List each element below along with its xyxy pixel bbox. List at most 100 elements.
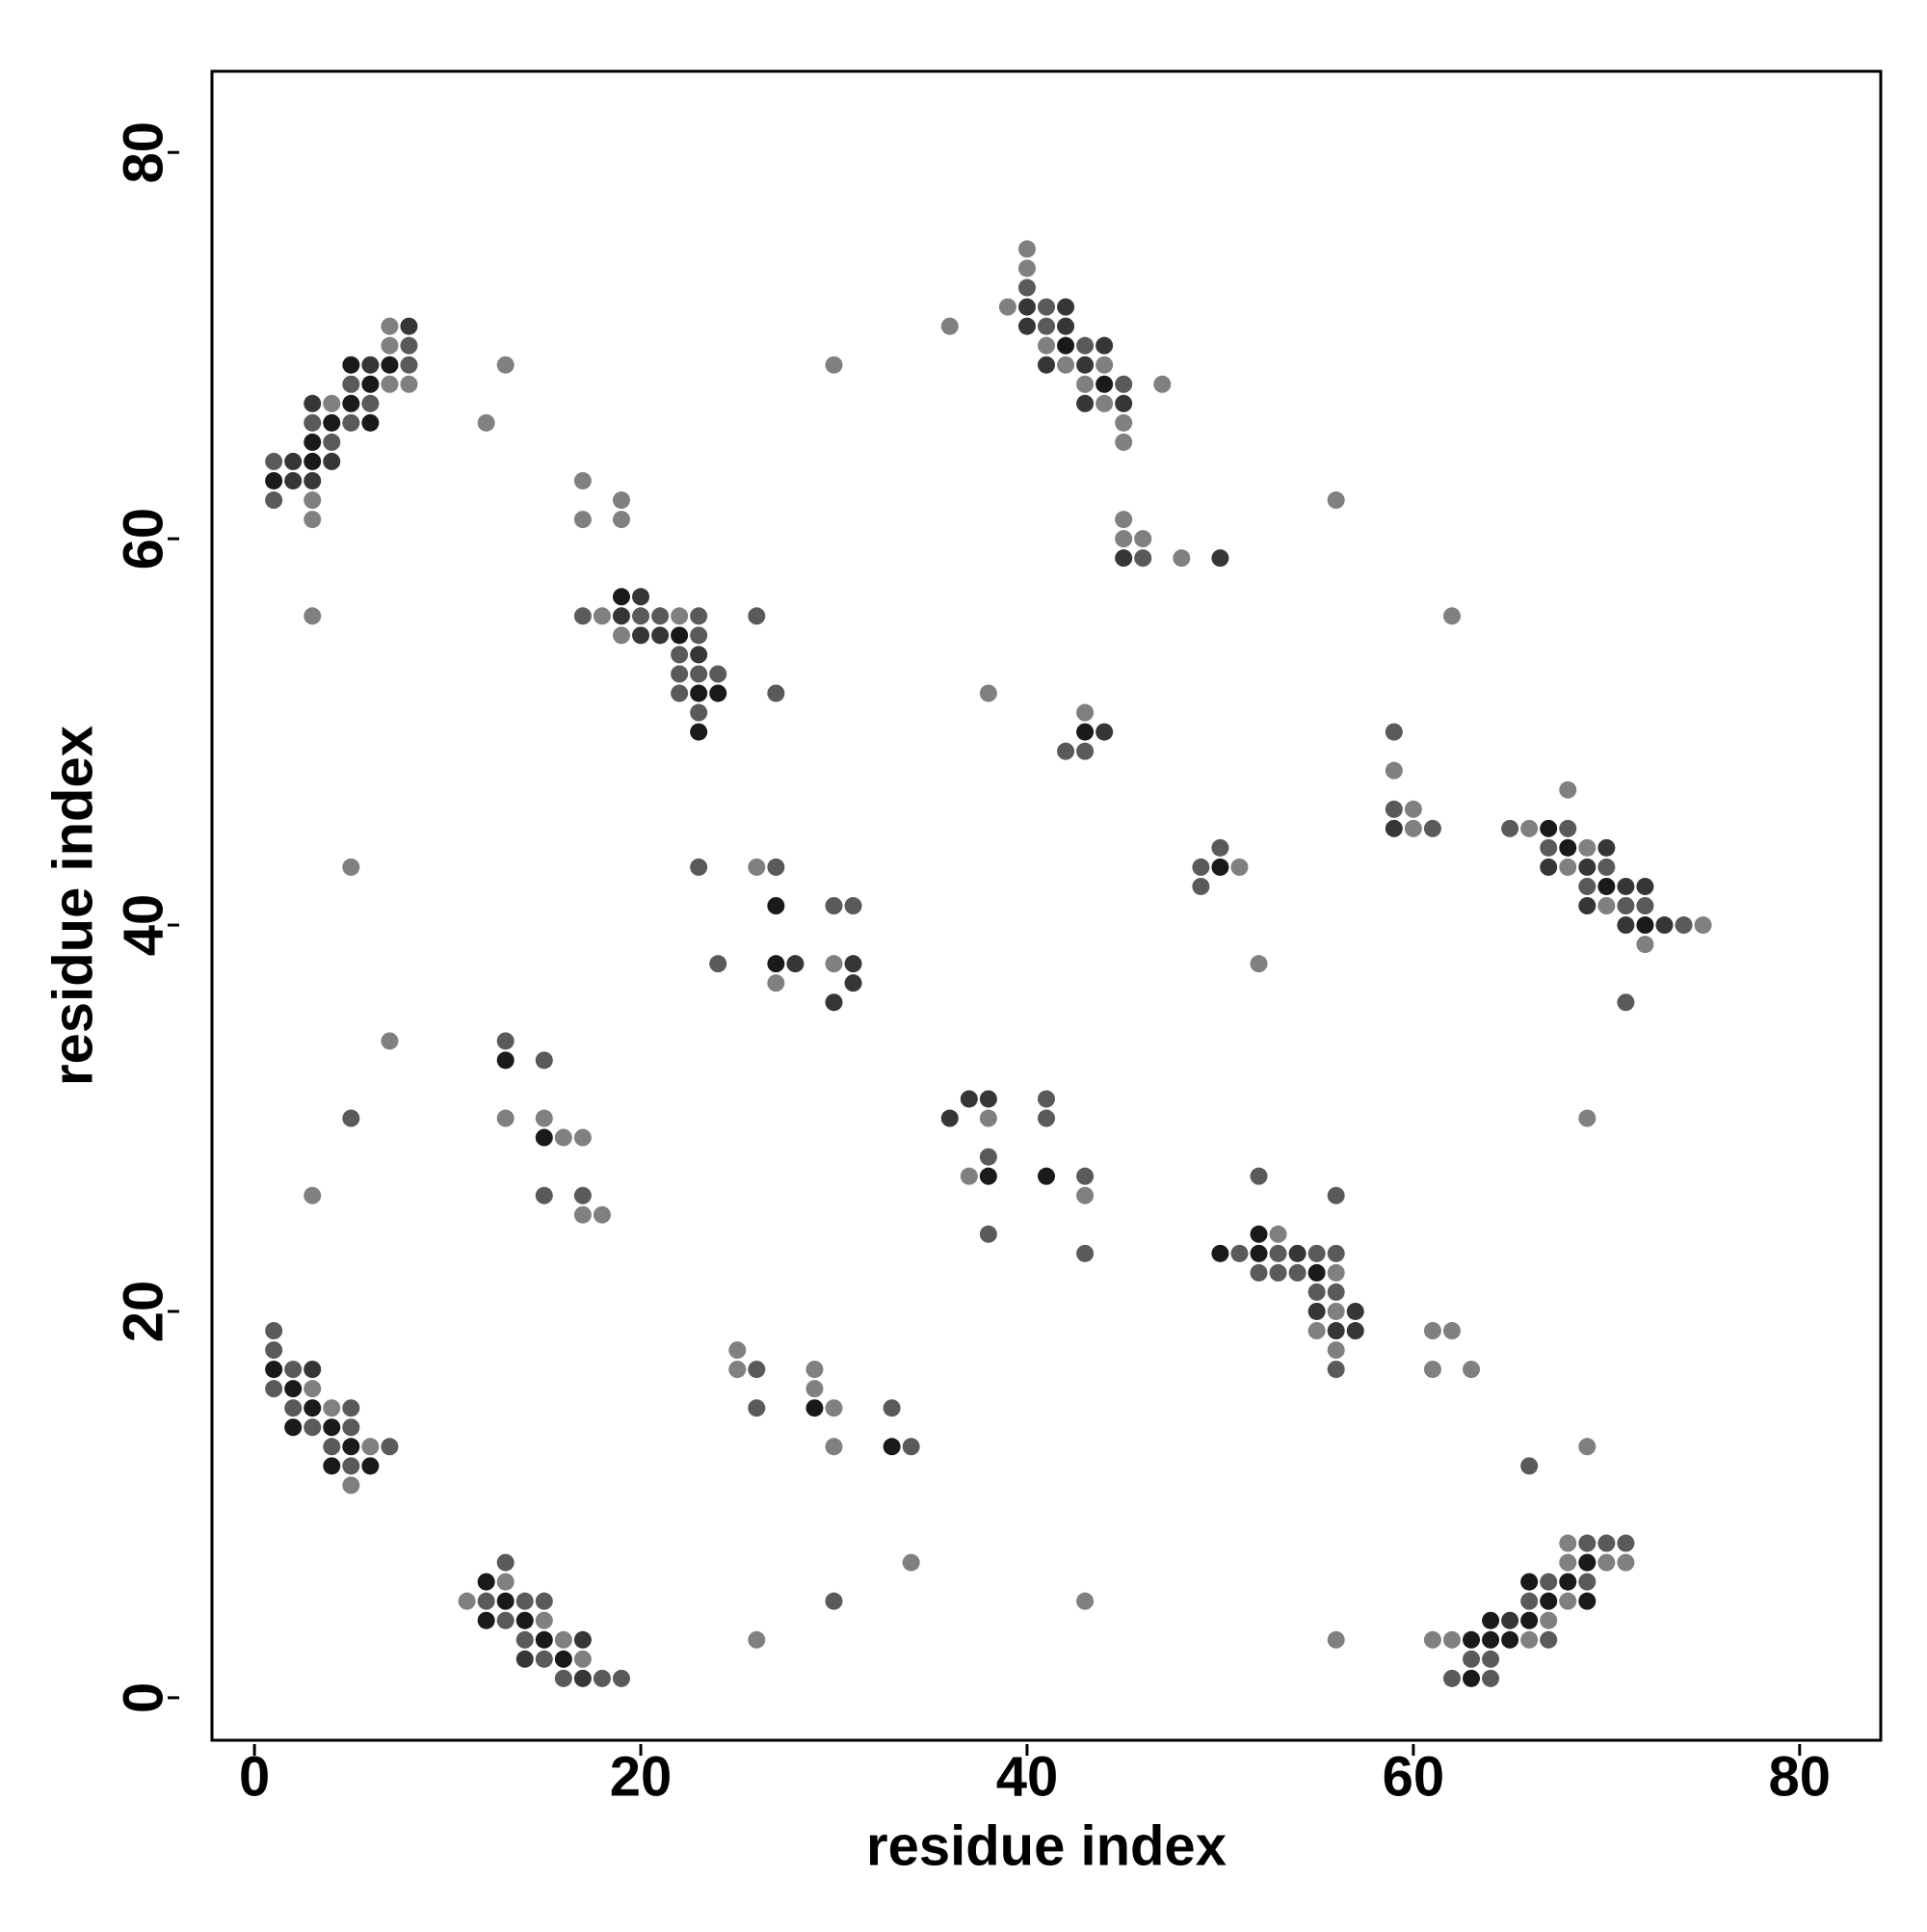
point [844, 897, 862, 914]
point [998, 298, 1016, 316]
point [690, 684, 708, 702]
point [1211, 838, 1229, 857]
y-tick-label: 0 [112, 1682, 174, 1713]
point [612, 511, 630, 529]
point [1038, 1167, 1055, 1185]
point [1076, 723, 1095, 741]
point [671, 684, 689, 702]
point [748, 1361, 766, 1379]
point [1250, 1167, 1268, 1185]
point [883, 1399, 901, 1417]
point [1636, 916, 1654, 935]
point [304, 394, 322, 412]
point [323, 1457, 341, 1475]
point [1578, 1592, 1597, 1610]
point [1559, 1534, 1577, 1552]
point [342, 1457, 360, 1475]
point [1540, 1611, 1558, 1629]
point [593, 607, 611, 625]
point [632, 607, 650, 625]
point [805, 1361, 824, 1379]
point [342, 356, 360, 374]
point [1095, 336, 1114, 355]
point [1540, 838, 1558, 857]
point [323, 433, 341, 451]
point [304, 1399, 322, 1417]
point [1597, 858, 1616, 876]
point [1288, 1263, 1307, 1282]
point [477, 1592, 495, 1610]
point [767, 858, 785, 876]
point [1442, 607, 1461, 625]
point [1385, 761, 1403, 780]
point [1269, 1263, 1287, 1282]
point [1017, 240, 1036, 258]
point [940, 317, 959, 335]
point [612, 588, 630, 606]
point [323, 1438, 341, 1456]
point [1038, 298, 1055, 316]
point [342, 858, 360, 876]
point [342, 1399, 360, 1417]
point [1482, 1650, 1500, 1668]
point [515, 1630, 534, 1649]
point [979, 1090, 997, 1108]
point [265, 1380, 283, 1398]
point [1095, 375, 1114, 393]
point [1578, 877, 1597, 895]
point [960, 1167, 978, 1185]
point [1617, 897, 1635, 914]
point [1501, 819, 1519, 837]
point [1017, 298, 1036, 316]
point [342, 394, 360, 412]
point [748, 607, 766, 625]
point [1617, 877, 1635, 895]
point [554, 1669, 572, 1687]
point [1076, 356, 1095, 374]
point [1076, 1167, 1095, 1185]
point [342, 1109, 360, 1127]
point [361, 1457, 380, 1475]
point [1423, 1322, 1441, 1340]
point [1327, 1341, 1345, 1360]
point [632, 588, 650, 606]
point [1115, 394, 1133, 412]
point [690, 646, 708, 664]
point [535, 1592, 553, 1610]
point [612, 491, 630, 510]
point [496, 356, 515, 374]
point [1115, 530, 1133, 548]
point [1134, 549, 1152, 568]
point [728, 1361, 747, 1379]
point [1076, 1592, 1095, 1610]
point [1578, 1553, 1597, 1572]
point [554, 1630, 572, 1649]
point [979, 1148, 997, 1166]
point [1597, 838, 1616, 857]
point [1385, 723, 1403, 741]
point [1520, 1457, 1539, 1475]
x-tick-label: 20 [610, 1745, 673, 1808]
point [1617, 993, 1635, 1012]
point [554, 1650, 572, 1668]
point [1076, 703, 1095, 722]
point [1559, 819, 1577, 837]
point [381, 1438, 399, 1456]
x-tick-label: 60 [1383, 1745, 1445, 1808]
point [612, 1669, 630, 1687]
point [1211, 1244, 1229, 1262]
point [573, 607, 592, 625]
point [1038, 1109, 1055, 1127]
point [728, 1341, 747, 1360]
point [1540, 1630, 1558, 1649]
point [1327, 1186, 1345, 1204]
point [1095, 394, 1114, 412]
point [767, 974, 785, 992]
point [1057, 356, 1075, 374]
point [1327, 1322, 1345, 1340]
point [1038, 1090, 1055, 1108]
point [1540, 858, 1558, 876]
point [825, 993, 843, 1012]
point [573, 1128, 592, 1147]
point [1211, 858, 1229, 876]
